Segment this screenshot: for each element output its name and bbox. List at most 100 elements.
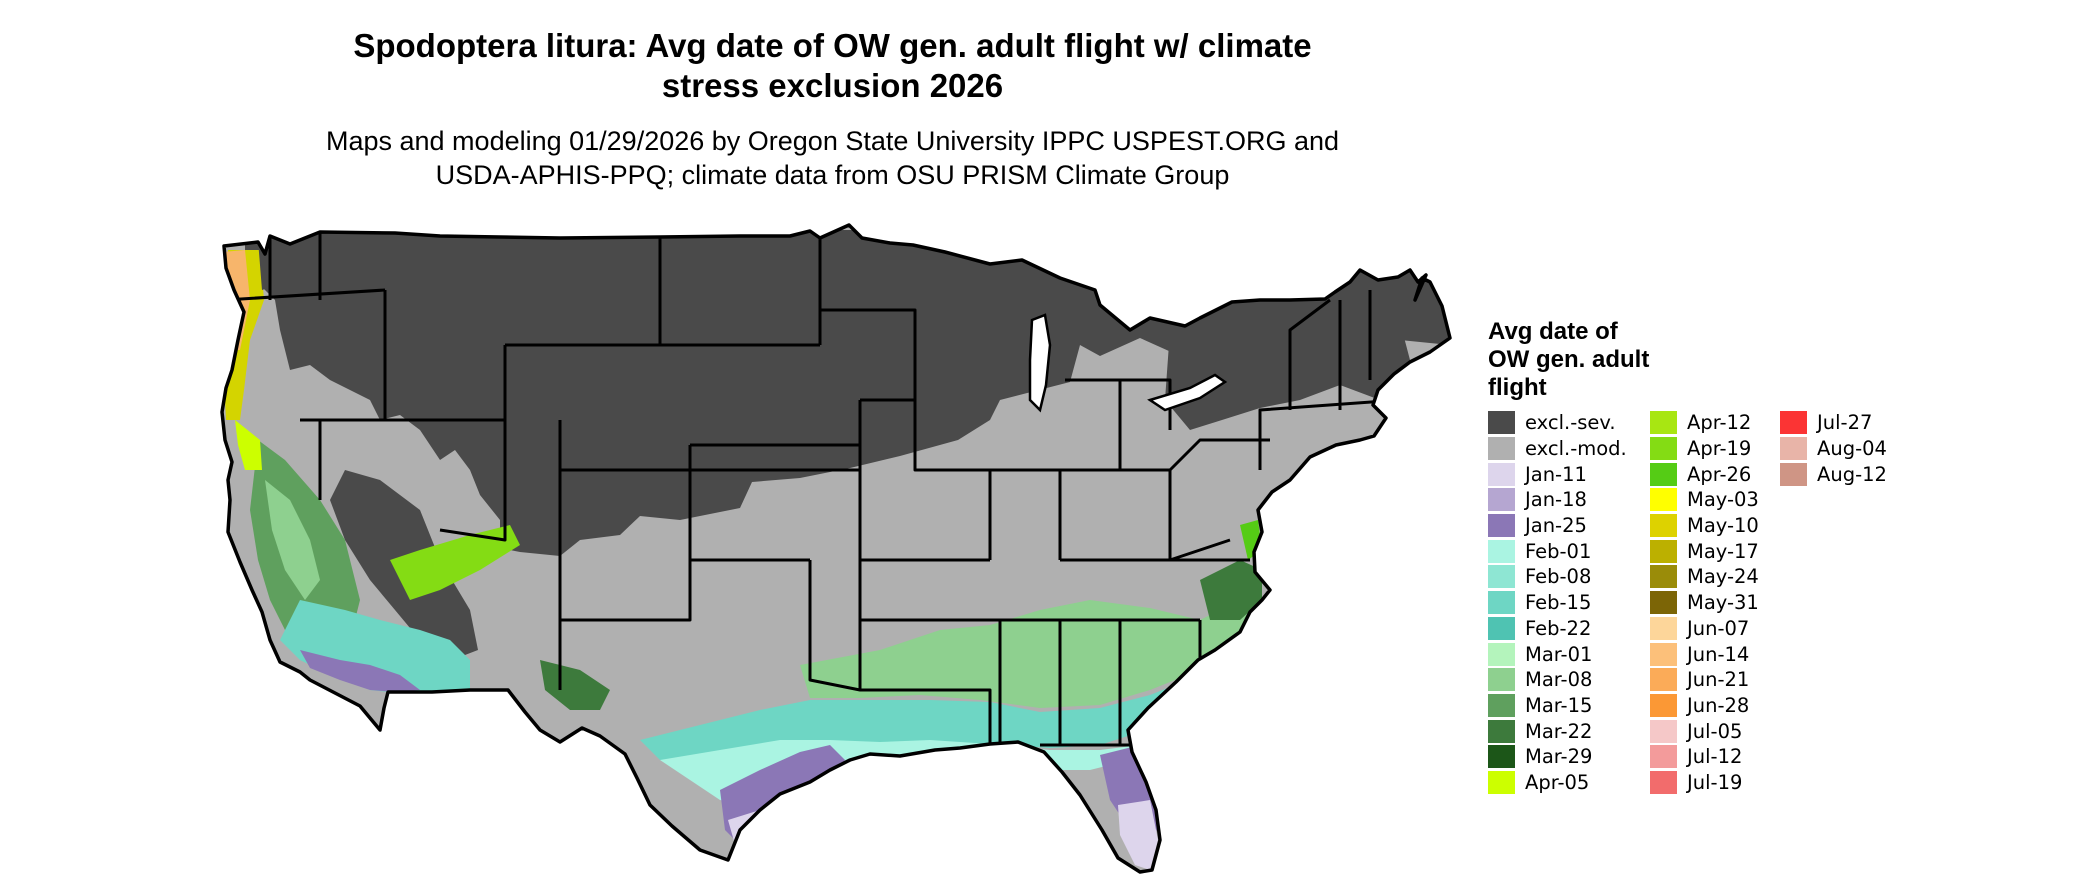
legend-swatch [1650,462,1677,486]
legend-swatch [1650,565,1677,589]
legend-column-2: Apr-12 Apr-19 Apr-26 May-03 May-10 May-17 May-… [1650,410,1759,795]
legend-item: May-31 [1650,590,1759,616]
legend-item: Jun-07 [1650,616,1759,642]
legend-label: Jun-07 [1687,616,1750,640]
legend-item: May-17 [1650,538,1759,564]
legend-swatch [1650,616,1677,640]
legend-label: May-17 [1687,539,1759,563]
florida-light-purple [1118,800,1158,870]
map-title-line-2: stress exclusion 2026 [661,67,1004,104]
lake-michigan [1028,313,1052,413]
legend-item: Feb-08 [1488,564,1627,590]
legend-swatch [1650,437,1677,461]
arizona-green-yellow-band [390,525,520,600]
us-map [220,223,1452,874]
legend-label: Mar-08 [1525,668,1593,692]
legend-swatch [1488,616,1515,640]
legend-label: Jun-21 [1687,668,1750,692]
legend-swatch [1488,642,1515,666]
us-outline [220,223,1452,874]
legend-item: Feb-01 [1488,538,1627,564]
legend-label: Jul-27 [1817,411,1873,435]
north-carolina-green [1200,560,1262,620]
map-fill-layer [222,225,1450,872]
legend-label: Jul-19 [1687,770,1743,794]
legend-item: Mar-22 [1488,718,1627,744]
legend-item: May-24 [1650,564,1759,590]
southwest-dark-green [540,660,610,710]
legend-swatch [1650,770,1677,794]
legend-swatch [1488,411,1515,435]
legend-label: Feb-15 [1525,591,1592,615]
southern-california-purple [300,650,420,692]
legend-label: May-31 [1687,591,1759,615]
legend-column-1: excl.-sev. excl.-mod. Jan-11 Jan-18 Jan-25 Fe… [1488,410,1627,795]
legend-swatch [1488,745,1515,769]
california-yellow-edge [235,420,262,470]
severe-exclusion-region-northeast [1165,322,1410,430]
state-borders [224,232,1401,747]
legend-item: Aug-12 [1780,461,1887,487]
legend-item: Jan-25 [1488,513,1627,539]
map-subtitle-line-1: Maps and modeling 01/29/2026 by Oregon S… [325,126,1340,156]
legend-item: Mar-08 [1488,667,1627,693]
legend-swatch [1488,539,1515,563]
legend-label: Jun-14 [1687,642,1750,666]
legend-label: Jan-25 [1525,514,1587,538]
map-title: Spodoptera litura: Avg date of OW gen. a… [0,26,1665,106]
legend-swatch [1488,437,1515,461]
legend-label: Jul-05 [1687,719,1743,743]
legend-swatch [1650,642,1677,666]
legend-item: excl.-mod. [1488,436,1627,462]
legend-swatch [1488,770,1515,794]
legend-item: Jul-05 [1650,718,1759,744]
legend-swatch [1650,514,1677,538]
legend-label: Feb-08 [1525,565,1592,589]
legend-label: Feb-22 [1525,616,1592,640]
legend-swatch [1488,488,1515,512]
legend-swatch [1488,462,1515,486]
legend-label: Mar-15 [1525,693,1593,717]
legend-swatch [1650,539,1677,563]
legend-label: Apr-12 [1687,411,1752,435]
legend-label: Aug-12 [1817,462,1887,486]
legend-label: Mar-29 [1525,745,1593,769]
legend-label: Aug-04 [1817,437,1887,461]
legend-swatch [1780,462,1807,486]
legend-item: Jul-19 [1650,770,1759,796]
legend-swatch [1650,668,1677,692]
map-title-line-1: Spodoptera litura: Avg date of OW gen. a… [353,27,1312,64]
legend-title-line-1: Avg date of [1488,318,1618,345]
legend-item: Jul-27 [1780,410,1887,436]
legend-label: Jul-12 [1687,745,1743,769]
legend-label: Jan-18 [1525,488,1587,512]
legend-swatch [1488,565,1515,589]
legend-label: Apr-05 [1525,770,1590,794]
legend-item: May-10 [1650,513,1759,539]
legend-swatch [1780,437,1807,461]
legend-swatch [1488,693,1515,717]
legend-swatch [1650,745,1677,769]
legend-label: May-24 [1687,565,1759,589]
legend-swatch [1650,693,1677,717]
legend-column-3: Jul-27 Aug-04 Aug-12 [1780,410,1887,487]
great-lakes [1028,313,1228,413]
legend-swatch [1780,411,1807,435]
legend-item: Jan-18 [1488,487,1627,513]
legend-item: Jun-21 [1650,667,1759,693]
legend-item: Apr-12 [1650,410,1759,436]
legend-item: Jun-28 [1650,693,1759,719]
legend-item: Apr-26 [1650,461,1759,487]
legend-item: Aug-04 [1780,436,1887,462]
legend-item: Apr-19 [1650,436,1759,462]
lake-erie [1147,373,1228,412]
legend-swatch [1650,591,1677,615]
legend-item: Mar-29 [1488,744,1627,770]
legend-item: Jul-12 [1650,744,1759,770]
legend-swatch [1488,514,1515,538]
legend-item: Feb-15 [1488,590,1627,616]
legend-title-line-2: OW gen. adult [1488,346,1650,373]
legend-title: Avg date of OW gen. adult flight [1488,318,1708,402]
legend-label: Mar-22 [1525,719,1593,743]
legend-label: Mar-01 [1525,642,1593,666]
